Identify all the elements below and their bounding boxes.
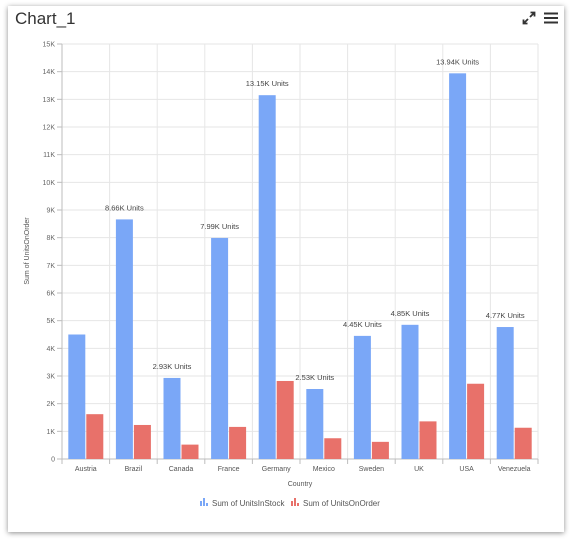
y-tick-label: 12K <box>43 125 56 132</box>
x-tick-label: UK <box>414 466 424 473</box>
bar-units-on-order <box>324 438 342 459</box>
y-axis-title: Sum of UnitsOnOrder <box>24 217 31 285</box>
bar-units-in-stock <box>353 335 371 459</box>
x-axis-title: Country <box>288 481 313 488</box>
bar-units-in-stock <box>163 377 181 459</box>
legend-swatch-bar <box>206 503 208 506</box>
data-label: 13.15K Units <box>246 79 289 88</box>
bar-units-in-stock <box>449 73 467 460</box>
data-label: 8.66K Units <box>105 203 144 212</box>
bar-units-on-order <box>86 414 104 459</box>
legend-swatch-bar <box>294 498 296 506</box>
bar-units-in-stock <box>211 237 229 459</box>
x-tick-label: Germany <box>262 466 291 473</box>
x-tick-label: Venezuela <box>498 466 531 473</box>
legend-swatch-bar <box>297 503 299 506</box>
y-tick-label: 4K <box>46 346 55 353</box>
data-label: 4.45K Units <box>343 320 382 329</box>
bar-units-in-stock <box>115 219 133 459</box>
bar-units-on-order <box>181 444 199 459</box>
bar-units-in-stock <box>68 334 86 459</box>
bar-units-on-order <box>133 424 151 459</box>
expand-icon[interactable] <box>522 11 536 25</box>
grid <box>61 43 539 459</box>
bar-units-in-stock <box>306 389 324 459</box>
bar-units-in-stock <box>258 95 276 459</box>
data-label: 4.77K Units <box>486 311 525 320</box>
y-tick-label: 9K <box>46 208 55 215</box>
y-tick-label: 14K <box>43 69 56 76</box>
bar-units-in-stock <box>401 324 419 459</box>
x-tick-label: Austria <box>75 466 97 473</box>
y-tick-label: 0 <box>51 457 55 464</box>
data-label: 2.53K Units <box>295 373 334 382</box>
menu-icon[interactable] <box>544 11 558 25</box>
y-tick-label: 1K <box>46 429 55 436</box>
data-label: 13.94K Units <box>436 57 479 66</box>
legend-swatch-bar <box>203 498 205 506</box>
legend: Sum of UnitsInStock Sum of UnitsOnOrder <box>200 498 380 508</box>
widget-toolbar <box>522 11 558 25</box>
legend-label: Sum of UnitsOnOrder <box>303 499 380 508</box>
data-label: 7.99K Units <box>200 222 239 231</box>
bar-units-on-order <box>371 441 389 459</box>
x-tick-label: Canada <box>169 466 194 473</box>
legend-swatch-bar <box>200 501 202 506</box>
legend-swatch-bar <box>291 501 293 506</box>
bar-units-on-order <box>467 383 485 459</box>
x-tick-label: Mexico <box>313 466 335 473</box>
data-label: 4.85K Units <box>391 309 430 318</box>
y-tick-label: 15K <box>43 42 56 49</box>
y-tick-label: 13K <box>43 97 56 104</box>
y-tick-label: 5K <box>46 318 55 325</box>
data-label: 2.93K Units <box>153 362 192 371</box>
y-tick-label: 10K <box>43 180 56 187</box>
data-labels: 8.66K Units 2.93K Units 7.99K Units 13.15K … <box>105 57 525 382</box>
bar-units-on-order <box>514 427 532 459</box>
x-tick-label: Sweden <box>359 466 384 473</box>
x-tick-label: France <box>218 466 240 473</box>
bar-units-on-order <box>229 426 247 459</box>
y-tick-label: 8K <box>46 235 55 242</box>
y-tick-label: 7K <box>46 263 55 270</box>
bar-units-on-order <box>276 380 294 459</box>
x-tick-label: USA <box>459 466 474 473</box>
bar-units-in-stock <box>496 327 514 459</box>
y-tick-label: 3K <box>46 374 55 381</box>
bar-units-on-order <box>419 421 437 459</box>
y-tick-label: 2K <box>46 401 55 408</box>
y-tick-label: 11K <box>43 152 55 159</box>
chart-title: Chart_1 <box>15 9 76 28</box>
y-tick-label: 6K <box>46 291 55 298</box>
bars <box>68 73 532 460</box>
x-tick-label: Brazil <box>125 466 143 473</box>
legend-label: Sum of UnitsInStock <box>212 499 285 508</box>
